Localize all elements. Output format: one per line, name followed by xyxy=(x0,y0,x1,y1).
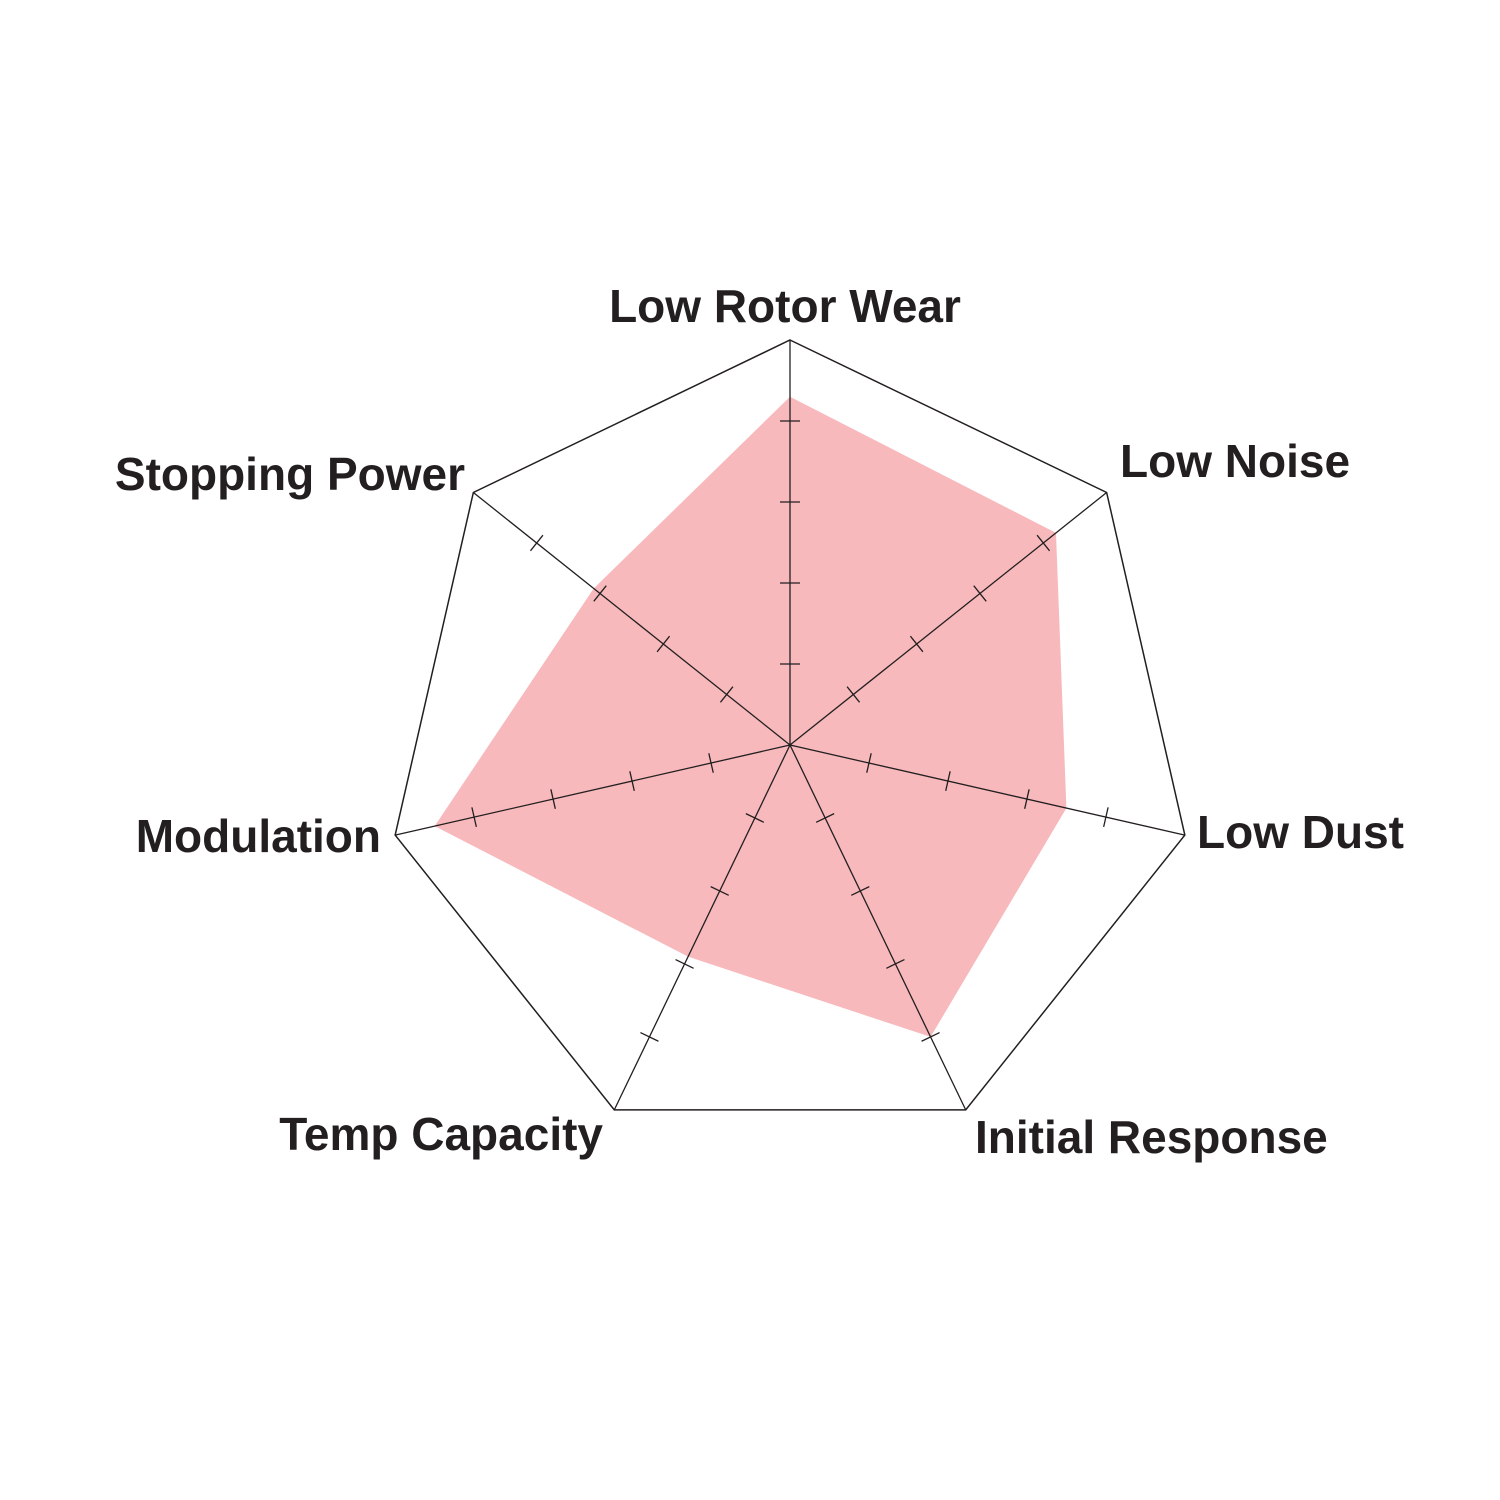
axis-tick xyxy=(921,1031,940,1042)
axis-label: Stopping Power xyxy=(115,448,465,500)
axis-tick xyxy=(629,771,635,791)
axis-tick xyxy=(675,959,694,969)
axis-tick xyxy=(1024,789,1030,809)
axis-line xyxy=(789,744,1185,836)
data-area xyxy=(434,396,1067,1037)
axis-tick xyxy=(710,886,730,896)
axis-tick xyxy=(850,886,870,896)
axis-tick xyxy=(973,585,987,602)
axis-line xyxy=(789,491,1108,746)
axis-line xyxy=(789,744,967,1111)
axis-label: Low Dust xyxy=(1197,806,1404,858)
axis-line xyxy=(613,744,791,1111)
axis-tick xyxy=(656,635,671,653)
axis-label: Temp Capacity xyxy=(279,1108,603,1160)
axis-tick xyxy=(640,1031,659,1042)
axis-tick xyxy=(1036,534,1051,552)
axis-label: Low Noise xyxy=(1120,435,1350,487)
axis-tick xyxy=(593,585,607,602)
axis-tick xyxy=(909,635,924,653)
axis-tick xyxy=(886,959,905,969)
axis-tick xyxy=(1103,807,1109,827)
axis-tick xyxy=(550,789,556,809)
axis-tick xyxy=(471,807,477,827)
axis-line xyxy=(472,491,791,746)
axis-label: Low Rotor Wear xyxy=(609,280,961,332)
axis-tick xyxy=(708,753,714,773)
axis-tick xyxy=(815,813,835,823)
axis-line xyxy=(395,744,791,836)
axis-label: Initial Response xyxy=(975,1111,1328,1163)
axis-tick xyxy=(529,534,544,552)
axis-tick xyxy=(945,771,951,791)
axis-tick xyxy=(846,686,861,703)
axis-label: Modulation xyxy=(136,810,381,862)
outer-frame xyxy=(394,339,1186,1111)
axis-tick xyxy=(866,753,872,773)
axis-tick xyxy=(745,813,765,823)
axis-tick xyxy=(719,686,734,703)
